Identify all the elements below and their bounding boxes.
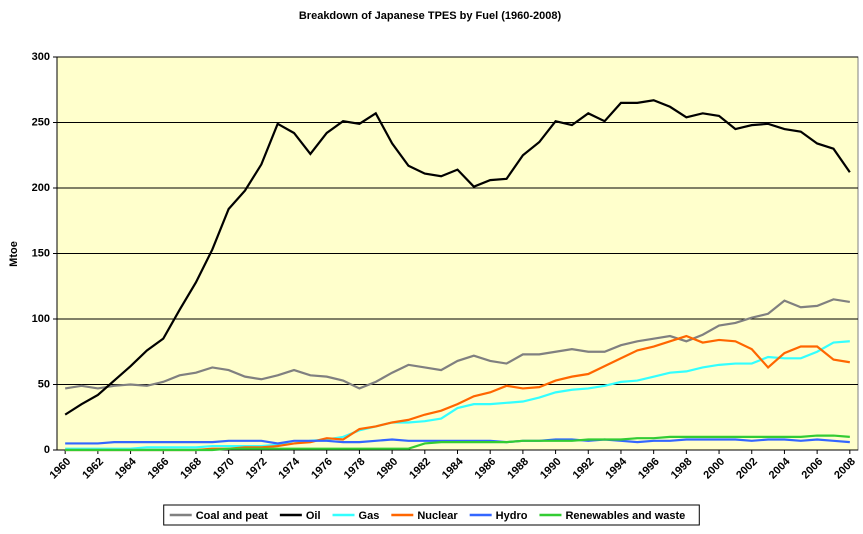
legend-item: Coal and peat — [169, 510, 268, 522]
series-line — [64, 298, 851, 390]
legend-label: Oil — [306, 510, 321, 522]
x-tick-label: 1970 — [211, 456, 237, 482]
legend-label: Nuclear — [417, 510, 458, 522]
legend-item: Renewables and waste — [539, 510, 685, 522]
x-tick-label: 1994 — [603, 455, 629, 481]
legend-label: Coal and peat — [196, 510, 268, 522]
legend-label: Renewables and waste — [565, 510, 685, 522]
y-tick-label: 300 — [32, 51, 50, 63]
legend-item: Gas — [332, 510, 380, 522]
x-tick-label: 1966 — [146, 456, 172, 482]
x-tick-label: 1992 — [571, 456, 597, 482]
x-tick-label: 1998 — [669, 456, 695, 482]
y-tick-label: 200 — [32, 182, 50, 194]
y-tick-label: 0 — [44, 444, 50, 456]
x-tick-label: 1988 — [505, 456, 531, 482]
x-tick-label: 1978 — [342, 456, 368, 482]
x-tick-label: 1990 — [538, 456, 564, 482]
x-tick-label: 1996 — [636, 456, 662, 482]
y-tick-label: 100 — [32, 313, 50, 325]
x-tick-label: 1968 — [178, 456, 204, 482]
legend-box — [163, 504, 700, 526]
x-tick-label: 2000 — [701, 456, 727, 482]
y-tick-label: 50 — [38, 378, 50, 390]
legend-item: Hydro — [469, 510, 528, 522]
x-tick-label: 2002 — [734, 456, 760, 482]
chart-title: Breakdown of Japanese TPES by Fuel (1960… — [299, 10, 562, 22]
x-tick-label: 2004 — [767, 455, 793, 481]
series-line — [65, 340, 850, 450]
x-tick-label: 1986 — [473, 456, 499, 482]
legend-label: Hydro — [496, 510, 528, 522]
y-tick-label: 250 — [32, 116, 50, 128]
y-axis-label: Mtoe — [8, 241, 20, 267]
legend-item: Oil — [279, 510, 321, 522]
series-line — [65, 438, 850, 445]
x-tick-label: 1982 — [407, 456, 433, 482]
x-tick-label: 2008 — [832, 456, 858, 482]
series-line — [64, 99, 851, 416]
x-tick-label: 1972 — [244, 456, 270, 482]
x-tick-label: 1974 — [276, 455, 302, 481]
legend-item: Nuclear — [391, 510, 458, 522]
x-tick-label: 1960 — [48, 456, 74, 482]
series-line — [65, 434, 850, 452]
x-tick-label: 1984 — [440, 455, 466, 481]
x-tick-label: 1964 — [113, 455, 139, 481]
legend-label: Gas — [359, 510, 380, 522]
x-tick-label: 1980 — [374, 456, 400, 482]
x-tick-label: 1962 — [80, 456, 106, 482]
y-tick-label: 150 — [32, 247, 50, 259]
x-tick-label: 1976 — [309, 456, 335, 482]
x-tick-label: 2006 — [800, 456, 826, 482]
